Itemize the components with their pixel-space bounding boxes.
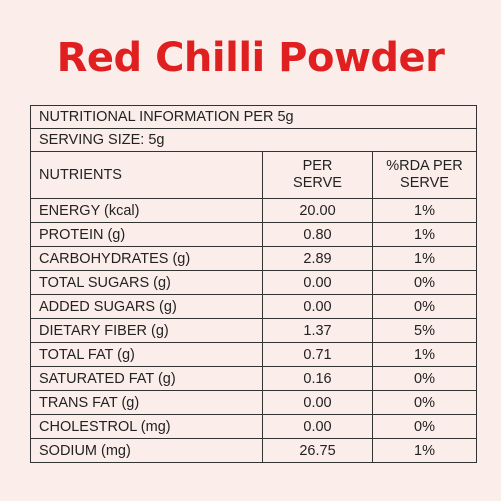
rda-value: 1% bbox=[371, 198, 478, 223]
rda-value: 1% bbox=[371, 222, 478, 247]
rda-value: 1% bbox=[371, 342, 478, 367]
table-row: TRANS FAT (g) 0.00 0% bbox=[30, 390, 478, 415]
nutrient-name: SATURATED FAT (g) bbox=[30, 366, 263, 391]
rda-value: 0% bbox=[371, 366, 478, 391]
nutrient-name: CARBOHYDRATES (g) bbox=[30, 246, 263, 271]
info-row: NUTRITIONAL INFORMATION PER 5g bbox=[29, 105, 478, 129]
nutrient-name: TOTAL SUGARS (g) bbox=[30, 270, 263, 295]
rda-value: 1% bbox=[371, 438, 478, 463]
nutrient-name: TRANS FAT (g) bbox=[30, 390, 263, 415]
nutrient-name: DIETARY FIBER (g) bbox=[30, 318, 263, 343]
per-serve-value: 0.00 bbox=[262, 414, 373, 439]
per-serve-value: 0.80 bbox=[262, 222, 373, 247]
per-serve-value: 2.89 bbox=[262, 246, 373, 271]
rda-value: 0% bbox=[371, 414, 478, 439]
table-row: ADDED SUGARS (g) 0.00 0% bbox=[30, 294, 478, 319]
table-row: DIETARY FIBER (g) 1.37 5% bbox=[30, 318, 478, 343]
per-serve-header-line-1: PER bbox=[302, 158, 333, 174]
nutrient-name: PROTEIN (g) bbox=[30, 222, 263, 247]
table-row: ENERGY (kcal) 20.00 1% bbox=[30, 198, 478, 223]
page-title: Red Chilli Powder bbox=[56, 35, 445, 81]
per-serve-header: PER SERVE bbox=[262, 151, 373, 199]
table-row: CARBOHYDRATES (g) 2.89 1% bbox=[30, 246, 478, 271]
per-serve-value: 26.75 bbox=[262, 438, 373, 463]
per-serve-value: 1.37 bbox=[262, 318, 373, 343]
per-serve-value: 0.00 bbox=[262, 390, 373, 415]
rda-value: 5% bbox=[371, 318, 478, 343]
nutrition-table: NUTRITIONAL INFORMATION PER 5g SERVING S… bbox=[29, 105, 478, 463]
nutritional-info-line: NUTRITIONAL INFORMATION PER 5g bbox=[29, 105, 478, 129]
table-row: CHOLESTROL (mg) 0.00 0% bbox=[30, 414, 478, 439]
header-row: NUTRIENTS PER SERVE %RDA PER SERVE bbox=[30, 151, 478, 199]
rda-value: 0% bbox=[371, 294, 478, 319]
table-row: TOTAL FAT (g) 0.71 1% bbox=[30, 342, 478, 367]
per-serve-value: 0.16 bbox=[262, 366, 373, 391]
nutrients-header: NUTRIENTS bbox=[30, 151, 263, 199]
per-serve-header-line-2: SERVE bbox=[293, 175, 342, 191]
rda-value: 0% bbox=[371, 390, 478, 415]
table-row: SATURATED FAT (g) 0.16 0% bbox=[30, 366, 478, 391]
per-serve-value: 0.00 bbox=[262, 294, 373, 319]
nutrient-name: SODIUM (mg) bbox=[30, 438, 263, 463]
table-row: PROTEIN (g) 0.80 1% bbox=[30, 222, 478, 247]
nutrient-name: ENERGY (kcal) bbox=[30, 198, 263, 223]
per-serve-value: 0.00 bbox=[262, 270, 373, 295]
serving-size-line: SERVING SIZE: 5g bbox=[29, 128, 478, 152]
nutrient-name: TOTAL FAT (g) bbox=[30, 342, 263, 367]
per-serve-value: 20.00 bbox=[262, 198, 373, 223]
table-row: TOTAL SUGARS (g) 0.00 0% bbox=[30, 270, 478, 295]
rda-value: 0% bbox=[371, 270, 478, 295]
nutrient-name: CHOLESTROL (mg) bbox=[30, 414, 263, 439]
rda-header-line-2: SERVE bbox=[400, 175, 449, 191]
serving-row: SERVING SIZE: 5g bbox=[29, 128, 478, 152]
nutrient-name: ADDED SUGARS (g) bbox=[30, 294, 263, 319]
rda-header-line-1: %RDA PER bbox=[386, 158, 463, 174]
rda-header: %RDA PER SERVE bbox=[371, 151, 478, 199]
per-serve-value: 0.71 bbox=[262, 342, 373, 367]
rda-value: 1% bbox=[371, 246, 478, 271]
table-row: SODIUM (mg) 26.75 1% bbox=[30, 438, 478, 463]
